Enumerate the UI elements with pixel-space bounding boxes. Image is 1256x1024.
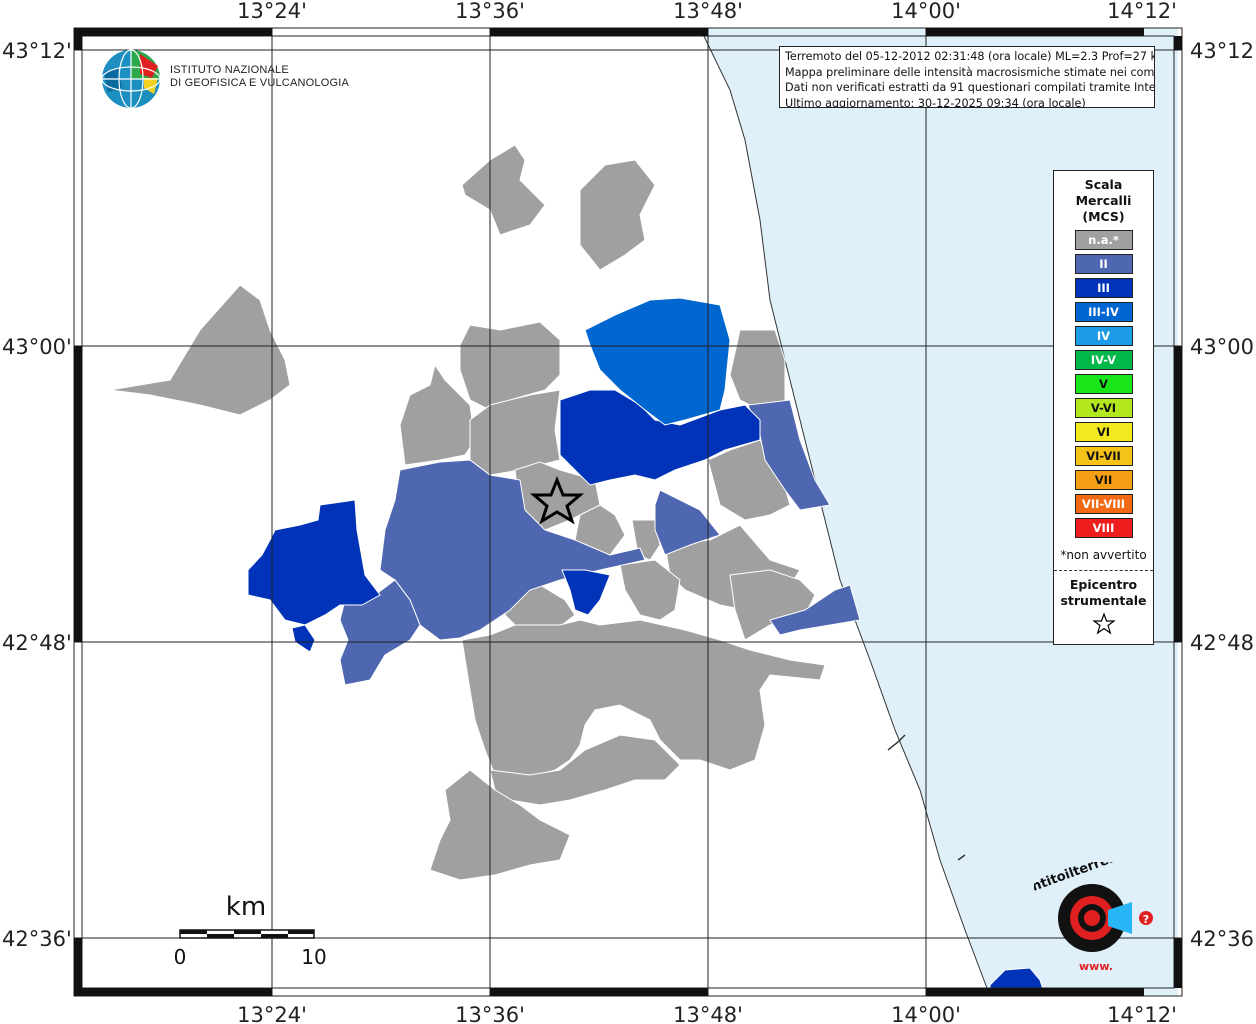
lon-label-bottom-3: 13°48' xyxy=(673,1003,743,1024)
legend-swatch: V-VI xyxy=(1074,398,1133,418)
map-frame xyxy=(73,27,1183,997)
epicenter-star xyxy=(529,475,585,525)
haisentito-url-text: www. xyxy=(1079,960,1113,973)
legend-swatch: V xyxy=(1074,374,1133,394)
legend-title: Scala Mercalli (MCS) xyxy=(1054,177,1153,225)
lon-label-top-4: 14°00' xyxy=(891,0,961,23)
info-line-3: Dati non verificati estratti da 91 quest… xyxy=(785,81,1155,94)
scale-start: 0 xyxy=(174,945,187,969)
ingv-name-line2: DI GEOFISICA E VULCANOLOGIA xyxy=(170,77,349,89)
legend-swatch: VII xyxy=(1074,470,1133,490)
legend-star-icon xyxy=(1054,612,1153,639)
legend-swatch: VII-VIII xyxy=(1074,494,1133,514)
event-info-box: Terremoto del 05-12-2012 02:31:48 (ora l… xyxy=(779,46,1155,108)
ingv-globe-icon xyxy=(101,49,161,109)
legend-swatch: IV-V xyxy=(1074,350,1133,370)
scale-unit: km xyxy=(226,892,266,922)
lon-label-bottom-4: 14°00' xyxy=(891,1003,961,1024)
legend-swatch: VI xyxy=(1074,422,1133,442)
legend-swatch: IV xyxy=(1074,326,1133,346)
legend-swatches: n.a.* II III III-IV IV IV-V V V-VI VI VI-VII VII VI… xyxy=(1054,230,1153,538)
lat-label-right-3: 42°48' xyxy=(1190,631,1256,655)
legend-swatch: VIII xyxy=(1074,518,1133,538)
lat-label-left-1: 43°12' xyxy=(2,39,72,63)
legend-epicenter-label: Epicentro strumentale xyxy=(1054,577,1153,609)
legend-epicenter-line-2: strumentale xyxy=(1060,593,1147,608)
legend-title-line-1: Scala xyxy=(1084,177,1123,192)
legend-swatch: III-IV xyxy=(1074,302,1133,322)
municipalities-III-IV xyxy=(584,297,731,426)
coord-labels-top: 13°24' 13°36' 13°48' 14°00' 14°12' xyxy=(237,0,1177,23)
scale-bar: km 0 10 xyxy=(174,892,327,969)
legend-title-line-3: (MCS) xyxy=(1082,209,1125,224)
lon-label-top-2: 13°36' xyxy=(455,0,525,23)
lon-label-bottom-5: 14°12' xyxy=(1107,1003,1177,1024)
info-line-1: Terremoto del 05-12-2012 02:31:48 (ora l… xyxy=(785,50,1155,63)
svg-text:?: ? xyxy=(1143,913,1149,926)
lat-label-right-2: 43°00' xyxy=(1190,335,1256,359)
coastline xyxy=(699,27,991,997)
lat-label-left-2: 43°00' xyxy=(2,335,72,359)
lon-label-top-3: 13°48' xyxy=(673,0,743,23)
legend-epicenter-line-1: Epicentro xyxy=(1069,577,1138,592)
coord-labels-right: 43°12' 43°00' 42°48' 42°36' xyxy=(1190,39,1256,951)
ingv-name: ISTITUTO NAZIONALE DI GEOFISICA E VULCAN… xyxy=(170,64,349,90)
municipalities-III xyxy=(247,389,1046,997)
coord-labels-bottom: 13°24' 13°36' 13°48' 14°00' 14°12' xyxy=(237,1003,1177,1024)
lat-label-left-4: 42°36' xyxy=(2,927,72,951)
info-line-4: Ultimo aggiornamento: 30-12-2025 09:34 (… xyxy=(785,96,1086,108)
info-line-2: Mappa preliminare delle intensità macros… xyxy=(785,65,1155,79)
scale-end: 10 xyxy=(301,945,326,969)
lat-label-left-3: 42°48' xyxy=(2,631,72,655)
legend-title-line-2: Mercalli xyxy=(1075,193,1132,208)
lon-label-top-5: 14°12' xyxy=(1107,0,1177,23)
municipalities-II xyxy=(339,399,861,686)
lat-label-right-1: 43°12' xyxy=(1190,39,1256,63)
river-mouth-detail xyxy=(957,854,966,861)
ingv-logo xyxy=(100,48,320,110)
legend-swatch: III xyxy=(1074,278,1133,298)
legend-swatch: n.a.* xyxy=(1074,230,1133,250)
lat-label-right-4: 42°36' xyxy=(1190,927,1256,951)
coord-labels-left: 43°12' 43°00' 42°48' 42°36' xyxy=(2,39,72,951)
legend-note: *non avvertito xyxy=(1060,548,1147,562)
lon-label-bottom-1: 13°24' xyxy=(237,1003,307,1024)
graticule xyxy=(74,28,1182,996)
legend-separator xyxy=(1054,570,1153,571)
legend-swatch: VI-VII xyxy=(1074,446,1133,466)
legend-swatch: II xyxy=(1074,254,1133,274)
ingv-name-line1: ISTITUTO NAZIONALE xyxy=(170,64,289,76)
harbor-detail xyxy=(887,734,906,751)
legend: Scala Mercalli (MCS) n.a.* II III III-IV IV I… xyxy=(1053,170,1154,645)
haisentito-logo: ? haisentitoilterremoto.it www. xyxy=(993,835,1164,974)
lon-label-top-1: 13°24' xyxy=(237,0,307,23)
lon-label-bottom-2: 13°36' xyxy=(455,1003,525,1024)
